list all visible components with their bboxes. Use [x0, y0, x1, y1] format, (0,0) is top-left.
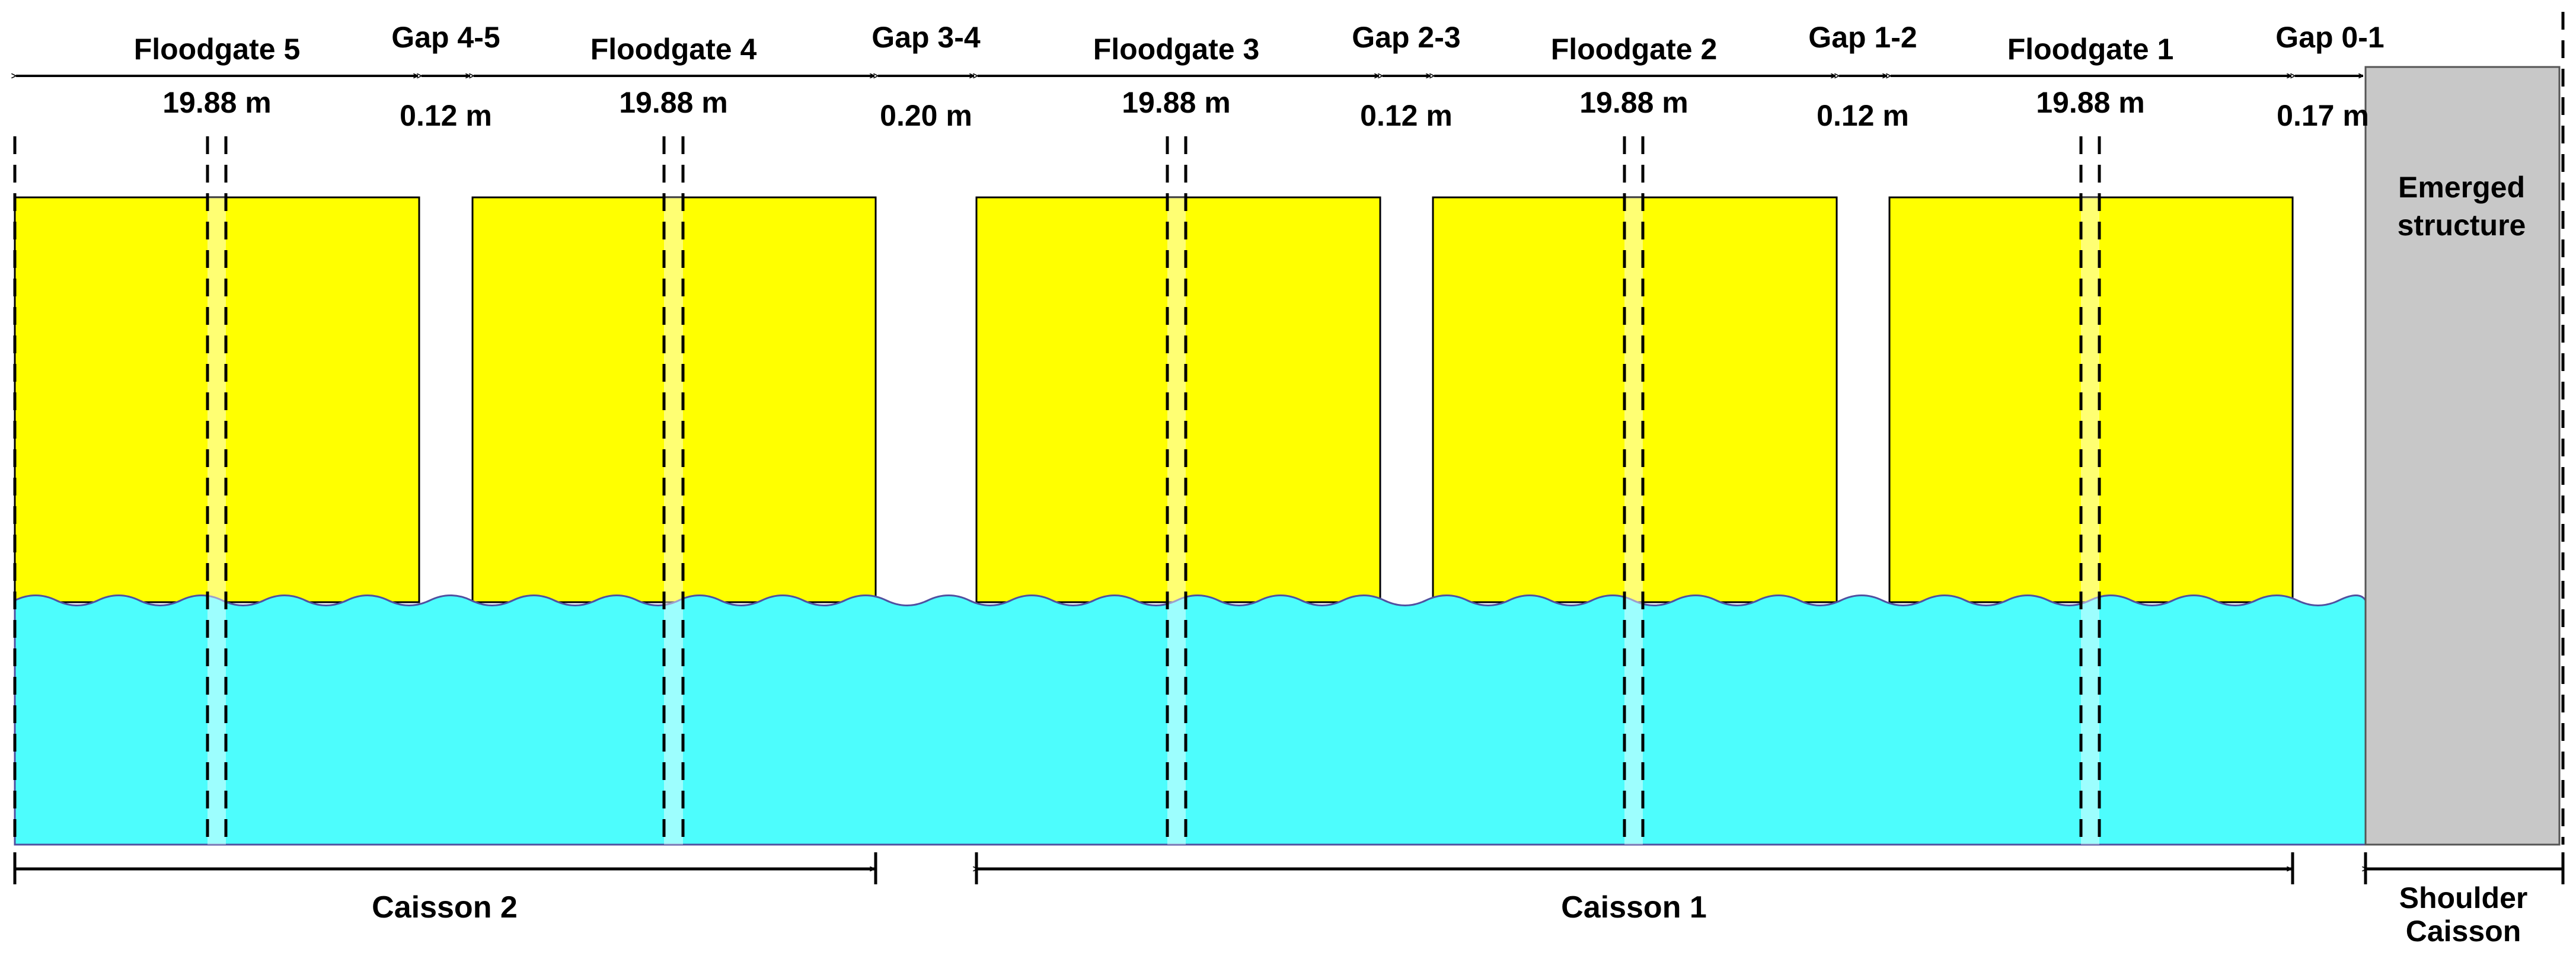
- gap-2-3-name: Gap 2-3: [1352, 21, 1460, 54]
- gap-3-4-width: 0.20 m: [880, 99, 972, 132]
- floodgate-labels: Floodgate 5 19.88 m Floodgate 4 19.88 m …: [134, 33, 2174, 119]
- floodgate-4-width: 19.88 m: [619, 86, 727, 119]
- floodgate-3-name: Floodgate 3: [1093, 33, 1260, 66]
- floodgate-3-width: 19.88 m: [1122, 86, 1230, 119]
- floodgate-4: [471, 196, 877, 603]
- floodgate-1-name: Floodgate 1: [2007, 33, 2174, 66]
- floodgate-1: [1888, 196, 2294, 603]
- gap-2-3-width: 0.12 m: [1360, 99, 1453, 132]
- shoulder-caisson-label-line1: Shoulder: [2399, 881, 2528, 915]
- emerged-structure-label-line1: Emerged: [2398, 171, 2525, 204]
- gap-4-5-name: Gap 4-5: [391, 21, 500, 54]
- caisson-dimension-lines: [13, 852, 2565, 884]
- floodgate-4-name: Floodgate 4: [590, 33, 757, 66]
- floodgates-group: [14, 196, 2294, 603]
- floodgate-3: [975, 196, 1381, 603]
- caisson-2-label: Caisson 2: [372, 890, 518, 925]
- gap-1-2-name: Gap 1-2: [1808, 21, 1917, 54]
- floodgate-5-name: Floodgate 5: [134, 33, 301, 66]
- gap-0-1-name: Gap 0-1: [2275, 21, 2384, 54]
- dashed-bands: [208, 197, 2099, 845]
- emerged-structure: [2364, 66, 2561, 846]
- caisson-1-label: Caisson 1: [1561, 890, 1707, 925]
- gap-1-2-width: 0.12 m: [1817, 99, 1909, 132]
- floodgate-2: [1432, 196, 1838, 603]
- shoulder-caisson-label-line2: Caisson: [2406, 915, 2521, 948]
- floodgate-1-width: 19.88 m: [2036, 86, 2144, 119]
- emerged-structure-label-line2: structure: [2398, 209, 2526, 242]
- caisson-labels: Caisson 2 Caisson 1 Shoulder Caisson: [372, 881, 2527, 948]
- water: [14, 594, 2367, 846]
- dashed-lines: [13, 12, 2565, 845]
- gap-4-5-width: 0.12 m: [400, 99, 492, 132]
- floodgate-2-width: 19.88 m: [1579, 86, 1688, 119]
- gap-0-1-width: 0.17 m: [2277, 99, 2369, 132]
- floodgate-2-name: Floodgate 2: [1551, 33, 1718, 66]
- floodgate-5: [14, 196, 420, 603]
- gap-labels: Gap 4-5 0.12 m Gap 3-4 0.20 m Gap 2-3 0.…: [391, 21, 2384, 132]
- gap-3-4-name: Gap 3-4: [872, 21, 981, 54]
- floodgate-5-width: 19.88 m: [162, 86, 271, 119]
